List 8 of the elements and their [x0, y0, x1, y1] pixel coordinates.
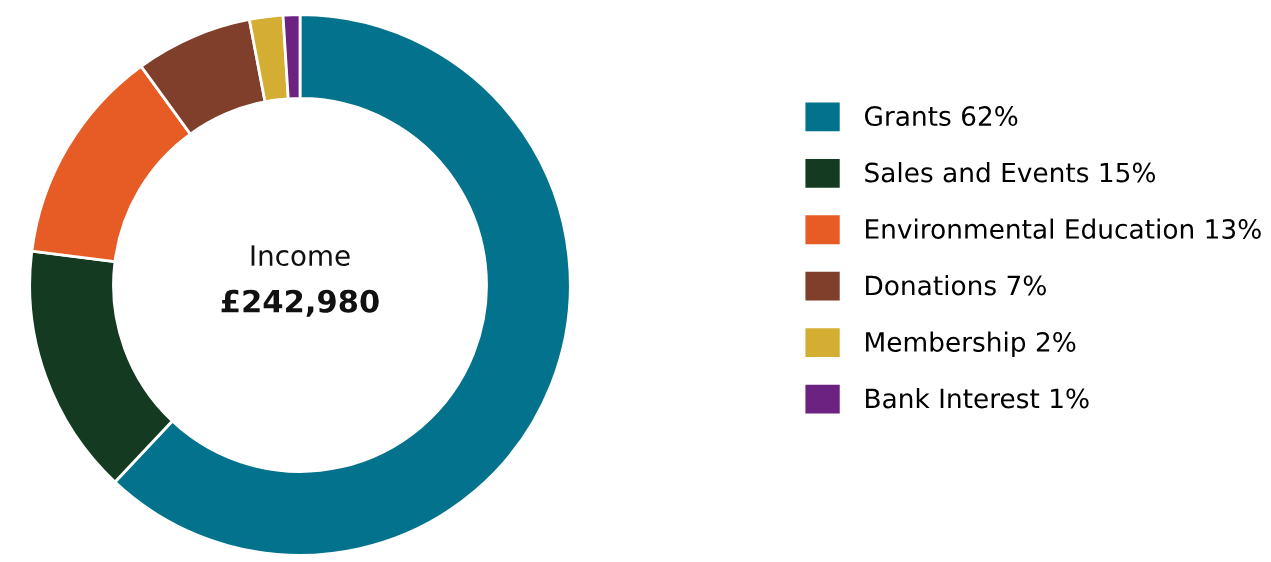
- legend-label: Environmental Education 13%: [866, 218, 1261, 239]
- text: £242,980: [221, 289, 379, 317]
- legend-label: Bank Interest 1%: [866, 387, 1089, 409]
- legend-label: Sales and Events 15%: [865, 162, 1156, 183]
- legend-label: Membership 2%: [866, 331, 1076, 358]
- text: Income: [251, 245, 350, 267]
- legend-label: Grants 62%: [864, 106, 1018, 127]
- legend-label: Donations 7%: [866, 275, 1046, 296]
